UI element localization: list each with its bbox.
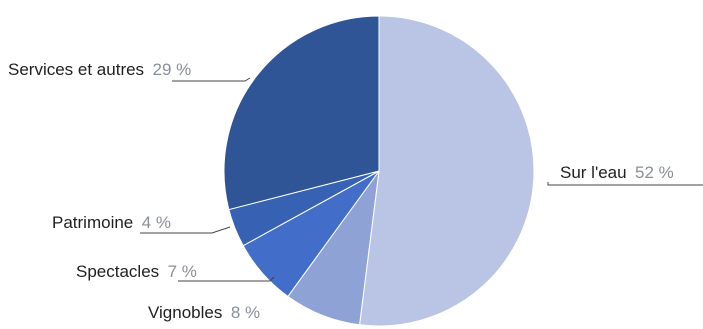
slice-label-services-et-autres: Services et autres <box>8 60 144 79</box>
leader-line-spectacles <box>178 276 275 282</box>
slice-label-vignobles: Vignobles <box>148 303 222 322</box>
leader-line-patrimoine <box>140 226 231 234</box>
slice-value-vignobles: 8 % <box>231 303 260 322</box>
slice-value-services-et-autres: 29 % <box>153 60 192 79</box>
slice-value-spectacles: 7 % <box>168 262 197 281</box>
slice-value-patrimoine: 4 % <box>142 213 171 232</box>
pie-slices <box>223 15 535 327</box>
slice-label-patrimoine: Patrimoine <box>52 213 133 232</box>
label-patrimoine: Patrimoine 4 % <box>52 213 231 234</box>
svg-text:Vignobles 8 %: Vignobles 8 % <box>148 303 260 322</box>
pie-slice-sur-l-eau <box>359 15 535 327</box>
label-services-et-autres: Services et autres 29 % <box>8 60 251 82</box>
slice-label-spectacles: Spectacles <box>76 262 159 281</box>
leader-line-sur-leau <box>547 182 703 186</box>
svg-text:Spectacles 7 %: Spectacles 7 % <box>76 262 197 281</box>
svg-text:Patrimoine 4 %: Patrimoine 4 % <box>52 213 171 232</box>
svg-text:Sur l'eau 52 %: Sur l'eau 52 % <box>560 163 674 182</box>
label-sur-leau: Sur l'eau 52 % <box>547 163 703 186</box>
slice-value-sur-leau: 52 % <box>635 163 674 182</box>
slice-label-sur-leau: Sur l'eau <box>560 163 627 182</box>
label-spectacles: Spectacles 7 % <box>76 262 275 282</box>
pie-slice-services-et-autres <box>223 15 380 211</box>
svg-text:Services et autres 29 %: Services et autres 29 % <box>8 60 191 79</box>
label-vignobles: Vignobles 8 % <box>148 303 260 322</box>
leader-line-services-et-autres <box>172 77 251 82</box>
